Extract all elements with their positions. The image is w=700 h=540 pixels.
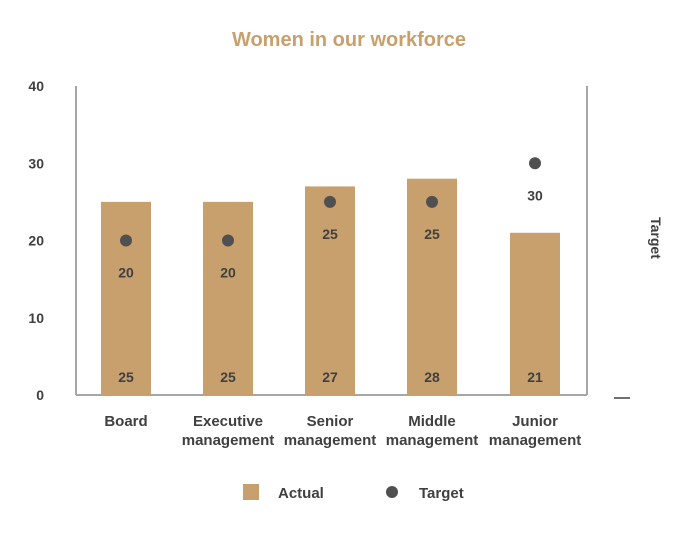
bar-actual — [101, 201, 151, 395]
legend-actual-label: Actual — [278, 485, 324, 502]
y-tick-label: 0 — [36, 387, 44, 403]
y-tick-label: 10 — [28, 310, 44, 326]
bar-actual — [510, 232, 560, 395]
category-label: Executive management — [182, 413, 275, 449]
bar-actual — [305, 186, 355, 395]
target-point — [222, 234, 234, 247]
target-value-label: 20 — [220, 265, 236, 281]
bar-value-label: 27 — [322, 369, 338, 385]
target-value-label: 25 — [322, 226, 338, 242]
target-value-label: 20 — [118, 265, 134, 281]
y-tick-label: 40 — [28, 78, 44, 94]
legend-actual-swatch — [243, 484, 259, 500]
y-tick-label: 20 — [28, 233, 44, 249]
category-label: Junior management — [489, 413, 582, 449]
category-label: Middle management — [386, 413, 479, 449]
target-value-label: 25 — [424, 226, 440, 242]
category-label: Board — [104, 413, 147, 430]
chart-title: Women in our workforce — [232, 29, 466, 51]
legend: Actual Target — [243, 484, 464, 502]
target-value-label: 30 — [527, 187, 543, 203]
bar-actual — [203, 201, 253, 395]
bar-value-label: 21 — [527, 369, 543, 385]
target-point — [324, 195, 336, 208]
y-tick-label: 30 — [28, 155, 44, 171]
bar-value-label: 25 — [118, 369, 134, 385]
category-label: Senior management — [284, 413, 377, 449]
legend-target-label: Target — [419, 485, 464, 502]
target-point — [529, 157, 541, 170]
secondary-axis-title: Target — [648, 217, 664, 259]
bar-actual — [407, 178, 457, 395]
legend-target-marker — [386, 486, 398, 498]
bar-value-label: 28 — [424, 369, 440, 385]
target-point — [120, 234, 132, 247]
target-point — [426, 195, 438, 208]
bar-value-label: 25 — [220, 369, 236, 385]
